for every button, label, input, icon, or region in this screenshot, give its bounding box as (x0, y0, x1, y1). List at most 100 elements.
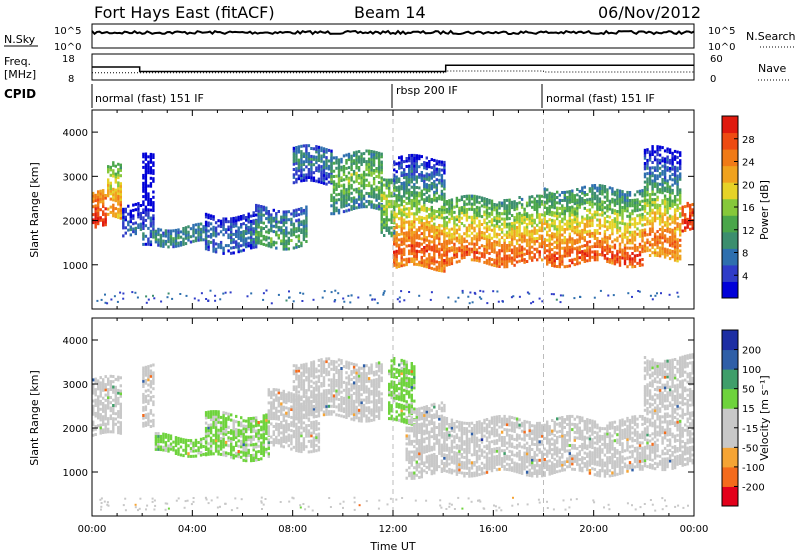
power-panel-cell (566, 219, 569, 223)
power-panel-cell (398, 193, 401, 197)
power-panel-cell (367, 181, 371, 185)
power-panel-cell (400, 243, 403, 246)
power-panel-cell (583, 238, 586, 242)
power-panel-cell (663, 210, 667, 214)
power-panel-cell (646, 204, 649, 207)
power-panel-cell (295, 180, 298, 184)
velocity-panel-cell (117, 415, 120, 419)
power-panel-cell (668, 227, 672, 231)
power-panel-cell (581, 215, 584, 219)
power-panel-cell (658, 190, 662, 194)
velocity-panel-cell (142, 374, 145, 378)
power-panel-cell (393, 208, 396, 212)
power-panel-cell (355, 155, 358, 159)
velocity-panel-cell (154, 447, 158, 451)
power-panel-cell (204, 234, 208, 237)
power-panel-cell (122, 215, 125, 219)
power-panel-cell (588, 216, 592, 220)
power-panel-cell (673, 237, 677, 241)
power-panel-cell (525, 217, 529, 221)
power-panel-cell (413, 257, 416, 261)
velocity-panel-cell (240, 440, 243, 443)
power-panel-cell (679, 177, 682, 181)
power-panel-cell (375, 188, 378, 192)
power-panel-cell (383, 212, 386, 216)
power-panel-noise-cell (382, 293, 385, 296)
power-panel-cell (673, 218, 677, 222)
power-panel-cell (222, 233, 225, 237)
velocity-panel-cell (114, 401, 117, 405)
power-panel-cell (415, 257, 418, 261)
velocity-panel-cell (107, 377, 110, 381)
power-panel-cell (357, 174, 361, 177)
power-panel-cell (179, 243, 183, 247)
power-panel-cell (325, 172, 328, 175)
velocity-panel-cell (92, 407, 95, 411)
power-panel-cell (513, 205, 516, 209)
power-panel-cell (99, 189, 102, 193)
power-panel-noise-cell (207, 300, 210, 302)
power-panel-cell (134, 202, 137, 206)
velocity-panel-cell (209, 426, 213, 430)
velocity-panel-cell (159, 440, 163, 444)
power-panel-cell (413, 238, 416, 242)
power-panel-cell (591, 194, 594, 198)
power-panel-cell (418, 157, 421, 161)
power-panel-cell (475, 197, 479, 201)
velocity-panel-cell (257, 439, 260, 443)
power-panel-cell (475, 211, 479, 215)
power-panel-cell (380, 212, 383, 216)
power-panel-cell (250, 222, 253, 226)
power-panel-cell (548, 205, 551, 208)
power-panel-cell (510, 203, 514, 207)
power-panel-cell (345, 204, 348, 208)
power-panel-cell (648, 182, 652, 186)
power-panel-cell (666, 160, 669, 164)
power-panel-noise-cell (668, 293, 671, 296)
power-panel-cell (448, 247, 451, 250)
power-panel-cell (250, 219, 253, 223)
power-panel-cell (661, 212, 664, 216)
power-panel-cell (372, 163, 376, 167)
velocity-panel-cell (147, 378, 150, 382)
power-panel-cell (413, 193, 416, 197)
velocity-panel-cell (207, 452, 210, 456)
power-panel-cell (310, 147, 313, 150)
power-panel-cell (586, 259, 589, 263)
velocity-panel-cell (102, 415, 105, 419)
power-panel-cell (473, 250, 476, 254)
power-panel-cell (312, 179, 316, 183)
power-panel-cell (450, 211, 454, 215)
power-panel-cell (272, 216, 275, 220)
power-panel-cell (543, 203, 546, 207)
power-panel-cell (272, 240, 275, 244)
power-panel-cell (583, 254, 586, 258)
power-panel-cell (292, 149, 296, 153)
power-panel-cell (613, 190, 617, 194)
power-panel-cell (443, 182, 446, 186)
power-panel-noise-cell (468, 302, 471, 305)
velocity-panel-cell (142, 414, 145, 417)
power-panel-cell (455, 202, 459, 206)
power-panel-cell (571, 247, 574, 251)
power-panel-cell (648, 208, 652, 212)
power-panel-cell (405, 244, 408, 248)
velocity-panel-cell (192, 446, 195, 450)
power-panel-noise-cell (167, 292, 170, 295)
power-panel-cell (227, 233, 230, 237)
power-panel-cell (478, 233, 481, 236)
velocity-panel-cell (107, 390, 110, 394)
power-panel-cell (360, 189, 363, 193)
power-panel-cell (355, 201, 358, 204)
power-panel-cell (576, 188, 579, 191)
power-panel-cell (94, 225, 97, 229)
power-panel-cell (598, 221, 602, 225)
power-panel-cell (443, 219, 446, 223)
velocity-panel-cell (149, 382, 153, 386)
power-panel-cell (576, 251, 579, 255)
power-panel-cell (332, 201, 336, 205)
power-panel-cell (172, 239, 175, 243)
power-panel-cell (651, 171, 654, 175)
power-panel-cell (450, 256, 454, 260)
power-panel-cell (222, 225, 225, 229)
